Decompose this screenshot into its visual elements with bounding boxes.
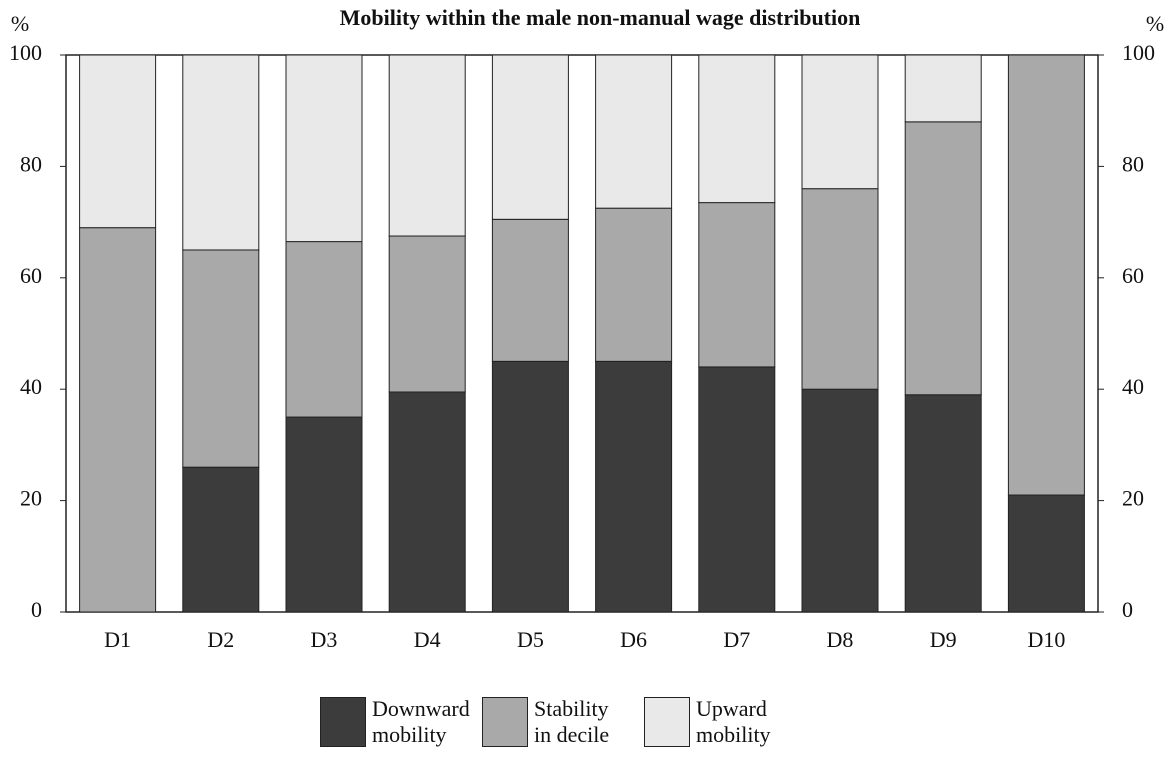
bar-segment [491, 54, 569, 220]
bar-segment [801, 188, 879, 390]
y-tick-label: 100 [9, 40, 42, 65]
legend-item: Stability in decile [482, 696, 630, 748]
legend-label: Stability in decile [534, 696, 610, 747]
y2-tick-label: 100 [1122, 40, 1155, 65]
bar-segment [595, 54, 673, 209]
chart: Mobility within the male non-manual wage… [9, 5, 1164, 652]
bar-segment [595, 360, 673, 613]
bar-segment [698, 54, 776, 204]
bar-segment [285, 416, 363, 613]
bar-segment [182, 249, 260, 468]
bar-segment [285, 54, 363, 243]
bar-segment [904, 54, 982, 123]
plot-frame [65, 54, 1099, 613]
legend-label: Upward mobility [696, 696, 771, 747]
bar-segment [182, 466, 260, 613]
y-tick-label: 40 [20, 374, 42, 399]
bar-segment [1007, 54, 1085, 496]
x-tick-label: D1 [104, 627, 131, 652]
y2-tick-label: 20 [1122, 486, 1144, 511]
bar-segment [388, 235, 466, 393]
bar-segment [79, 54, 157, 229]
x-tick-label: D3 [311, 627, 338, 652]
bar-segment [491, 218, 569, 362]
bar-segment [595, 207, 673, 362]
bar-segment [285, 241, 363, 418]
y-tick-label: 80 [20, 151, 42, 176]
bar-segment [491, 360, 569, 613]
bar-segment [1007, 494, 1085, 613]
x-tick-label: D2 [207, 627, 234, 652]
legend: Downward mobility Stability in decile Upwa… [320, 696, 792, 748]
x-tick-label: D10 [1027, 627, 1065, 652]
y2-tick-label: 80 [1122, 151, 1144, 176]
y-tick-label: 20 [20, 486, 42, 511]
bar-segment [182, 54, 260, 251]
x-tick-label: D7 [723, 627, 750, 652]
bar-segment [904, 121, 982, 396]
legend-item: Upward mobility [644, 696, 792, 748]
bar-segment [801, 388, 879, 613]
x-tick-label: D4 [414, 627, 441, 652]
x-tick-label: D5 [517, 627, 544, 652]
y-tick-label: 0 [31, 597, 42, 622]
y2-tick-label: 40 [1122, 374, 1144, 399]
bar-segment [801, 54, 879, 190]
y2-tick-label: 60 [1122, 263, 1144, 288]
legend-swatch [644, 697, 690, 747]
bar-segment [698, 202, 776, 368]
y-axis-label: % [11, 11, 29, 36]
bar-segment [388, 54, 466, 237]
bar-segment [904, 394, 982, 613]
x-tick-label: D9 [930, 627, 957, 652]
legend-swatch [320, 697, 366, 747]
bar-segment [79, 227, 157, 613]
y2-tick-label: 0 [1122, 597, 1133, 622]
y2-axis-label: % [1146, 11, 1164, 36]
bar-segment [388, 391, 466, 613]
bar-segment [698, 366, 776, 613]
legend-swatch [482, 697, 528, 747]
legend-label: Downward mobility [372, 696, 470, 747]
chart-title: Mobility within the male non-manual wage… [340, 5, 861, 30]
legend-item: Downward mobility [320, 696, 470, 748]
x-tick-label: D8 [827, 627, 854, 652]
y-tick-label: 60 [20, 263, 42, 288]
x-tick-label: D6 [620, 627, 647, 652]
